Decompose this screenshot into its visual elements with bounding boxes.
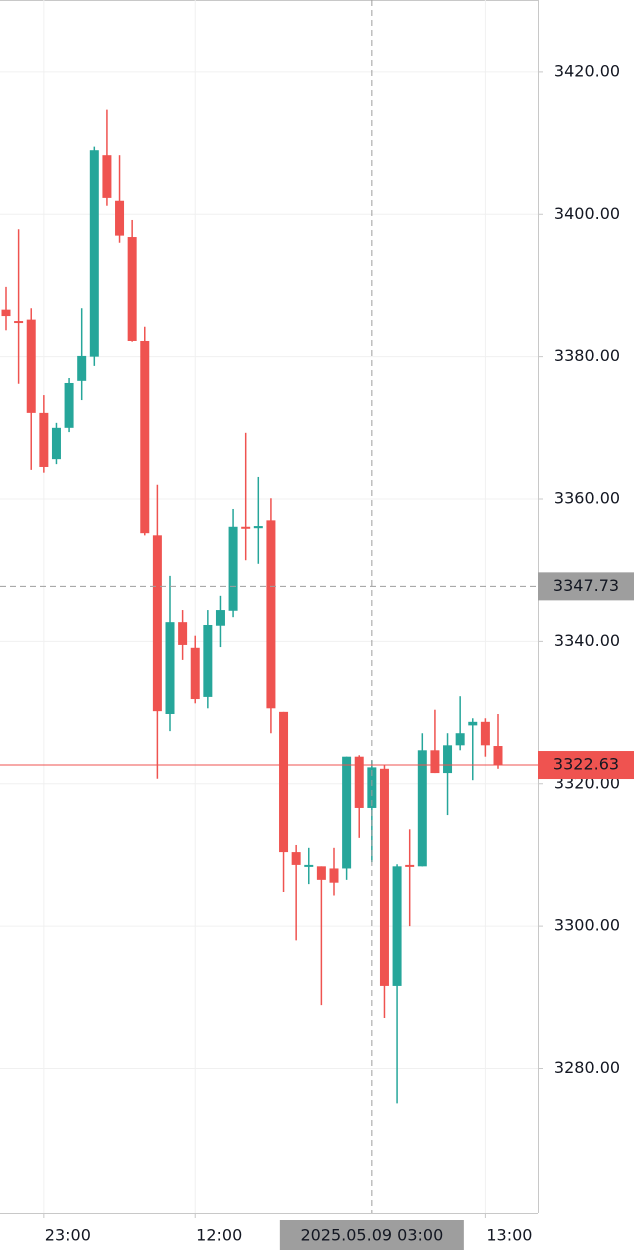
candle-body	[392, 866, 402, 986]
candle-body	[64, 382, 74, 428]
crosshair-time-box	[279, 1220, 464, 1250]
candle-body	[241, 526, 251, 529]
candle-body	[455, 733, 465, 746]
candle-body	[115, 200, 125, 236]
candle-body	[178, 622, 188, 645]
candle-body	[203, 625, 213, 697]
candle-body	[51, 427, 61, 460]
y-tick-label: 3420.00	[554, 61, 620, 80]
y-tick-label: 3380.00	[554, 346, 620, 365]
candle-body	[443, 745, 453, 774]
candle-body	[354, 756, 364, 808]
candle-body	[127, 237, 137, 341]
x-tick-label: 12:00	[196, 1226, 242, 1245]
candle-body	[102, 155, 112, 198]
candle-body	[291, 852, 301, 865]
y-tick-label: 3340.00	[554, 631, 620, 650]
candle-body	[77, 355, 87, 381]
candle-body	[342, 756, 352, 869]
candle-body	[190, 647, 200, 700]
candle-body	[152, 535, 162, 712]
candle-body	[279, 711, 289, 853]
candle-body	[417, 750, 427, 867]
candle-body	[253, 526, 263, 529]
candle-body	[266, 520, 276, 709]
candle-body	[215, 610, 225, 626]
candle-body	[367, 767, 377, 808]
last-price-label: 3322.63	[553, 755, 619, 774]
y-tick-label: 3280.00	[554, 1058, 620, 1077]
candle-body	[304, 864, 314, 867]
crosshair-price-box	[538, 572, 634, 601]
candle-body	[26, 319, 36, 413]
candle-body	[480, 721, 490, 746]
candle-body	[379, 768, 389, 986]
candle-body	[14, 321, 24, 324]
candle-body	[89, 150, 99, 357]
y-tick-label: 3400.00	[554, 204, 620, 223]
candle-body	[1, 309, 11, 317]
x-tick-label: 13:00	[486, 1226, 532, 1245]
x-tick-label: 23:00	[45, 1226, 91, 1245]
candle-body	[140, 340, 150, 534]
crosshair-price-label: 3347.73	[553, 576, 619, 595]
candle-body	[316, 866, 326, 880]
y-tick-label: 3300.00	[554, 916, 620, 935]
crosshair-time-label: 2025.05.09 03:00	[300, 1226, 443, 1245]
candle-body	[165, 622, 175, 714]
candle-body	[39, 412, 49, 467]
candle-body	[405, 864, 415, 867]
candle-body	[493, 746, 503, 766]
candle-body	[228, 526, 238, 611]
last-price-box	[538, 751, 634, 780]
y-tick-label: 3360.00	[554, 489, 620, 508]
candle-body	[329, 868, 339, 883]
candle-body	[430, 750, 440, 774]
candle-body	[468, 721, 478, 726]
